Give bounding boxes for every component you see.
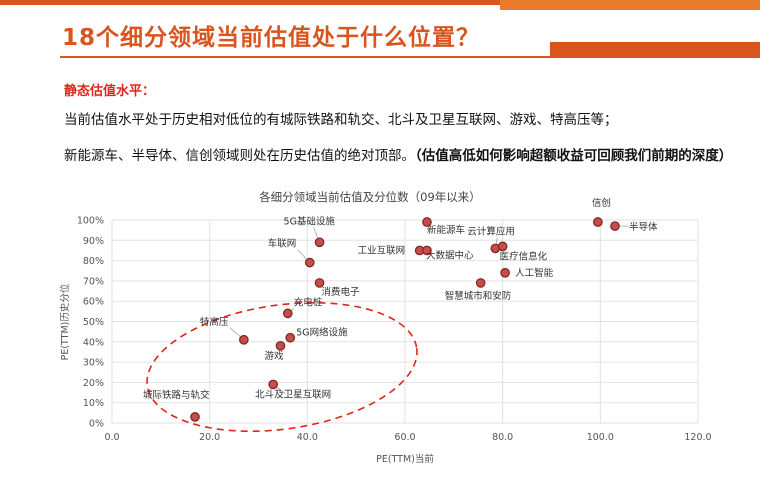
y-tick-label: 10% [83,398,104,409]
y-tick-label: 60% [83,297,104,308]
point-label: 北斗及卫星互联网 [255,389,331,400]
paragraph-high-valuation-bold: （估值高低如何影响超额收益可回顾我们前期的深度） [415,148,733,164]
y-tick-label: 80% [83,256,104,267]
point-label: 半导体 [629,221,658,233]
data-point [422,245,432,256]
x-tick-label: 40.0 [297,432,318,443]
data-point [475,278,486,288]
point-label: 5G基础设施 [284,215,336,227]
point-label: 智慧城市和安防 [445,290,512,302]
x-axis-ticks: 0.0 20.0 40.0 60.0 80.0 100.0 120.0 [104,432,711,443]
y-tick-label: 0% [89,419,104,430]
paragraph-high-valuation-text: 新能源车、半导体、信创领域则处在历史估值的绝对顶部。 [64,148,415,164]
data-point [314,237,325,248]
y-tick-label: 100% [77,216,104,227]
slide-title: 18个细分领域当前估值处于什么位置？ [62,25,481,51]
data-point [282,308,293,319]
point-label: 特高压 [200,316,229,328]
data-point [239,334,249,345]
y-tick-label: 40% [83,337,104,348]
point-label: 车联网 [268,238,297,250]
y-tick-label: 50% [83,317,104,328]
data-point [610,221,620,231]
data-point [593,217,603,227]
title-underline [60,56,550,58]
top-accent-band [0,0,760,5]
x-axis-label: PE(TTM)当前 [376,453,434,465]
section-subhead: 静态估值水平： [64,84,156,99]
point-label: 充电桩 [294,296,323,308]
paragraph-high-valuation: 新能源车、半导体、信创领域则处在历史估值的绝对顶部。（估值高低如何影响超额收益可… [64,148,754,165]
chart-title: 各细分领域当前估值及分位数（09年以来） [259,190,481,204]
y-axis-ticks: 0% 10% 20% 30% 40% 50% 60% 70% 80% 90% 100% [77,216,104,430]
x-tick-label: 120.0 [684,432,711,443]
data-point [422,217,432,227]
y-tick-label: 90% [83,236,104,247]
data-point [497,241,508,252]
x-tick-label: 80.0 [492,432,513,443]
data-point [190,412,200,422]
y-tick-label: 70% [83,276,104,287]
data-point [285,332,296,343]
point-label: 人工智能 [515,267,554,279]
y-axis-label: PE(TTM)历史分位 [59,283,71,360]
point-label: 医疗信息化 [500,250,548,262]
x-tick-label: 20.0 [199,432,220,443]
data-point [268,379,278,390]
point-label: 大数据中心 [426,249,474,261]
data-point [314,278,325,288]
data-point [275,341,286,351]
title-accent-bar [550,42,760,58]
data-point [500,267,510,278]
point-label: 新能源车 [427,224,465,236]
paragraph-low-valuation: 当前估值水平处于历史相对低位的有城际铁路和轨交、北斗及卫星互联网、游戏、特高压等… [64,112,618,128]
point-label: 信创 [592,197,611,209]
scatter-chart: 各细分领域当前估值及分位数（09年以来） 0% 10% 20% 30% 40% 50% 60… [59,190,712,465]
point-label: 消费电子 [322,286,361,298]
data-point [304,257,315,268]
point-label: 工业互联网 [358,245,406,256]
point-label: 城际铁路与轨交 [143,389,210,401]
y-tick-label: 20% [83,378,104,389]
y-tick-label: 30% [83,358,104,369]
data-points [190,217,620,422]
point-label: 5G网络设施 [296,327,348,339]
x-tick-label: 100.0 [587,432,614,443]
point-label: 云计算应用 [467,225,515,237]
x-tick-label: 60.0 [394,432,415,443]
point-label: 游戏 [264,350,284,362]
x-tick-label: 0.0 [104,432,119,443]
top-accent-band-right [500,0,760,10]
